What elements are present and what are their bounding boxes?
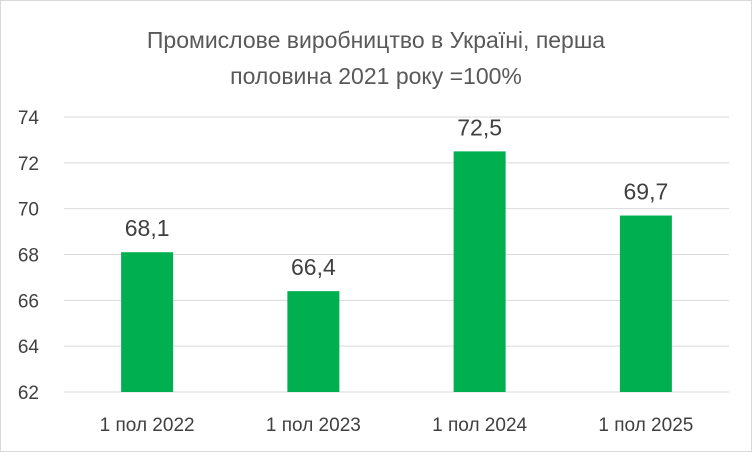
x-axis-categories: 1 пол 2022 1 пол 2023 1 пол 2024 1 пол 2025 xyxy=(100,415,694,436)
y-tick-label: 68 xyxy=(18,246,39,267)
y-tick-label: 74 xyxy=(18,108,40,129)
y-tick-label: 62 xyxy=(18,383,39,404)
chart-title-line-2: половина 2021 року =100% xyxy=(230,63,522,89)
x-category-label: 1 пол 2024 xyxy=(432,415,527,436)
x-category-label: 1 пол 2023 xyxy=(266,415,361,436)
data-label: 72,5 xyxy=(457,114,502,140)
y-tick-label: 64 xyxy=(18,337,40,358)
y-tick-label: 66 xyxy=(18,291,39,312)
y-tick-label: 70 xyxy=(18,200,39,221)
data-label: 66,4 xyxy=(291,254,336,280)
bar xyxy=(121,252,174,392)
y-tick-label: 72 xyxy=(18,154,39,175)
gridlines xyxy=(64,116,729,393)
chart-title-line-1: Промислове виробництво в Україні, перша xyxy=(147,27,605,53)
bar xyxy=(619,215,672,392)
data-labels: 68,1 66,4 72,5 69,7 xyxy=(125,114,669,280)
bar xyxy=(287,291,340,392)
y-axis-ticks: 62 64 66 68 70 72 74 xyxy=(18,108,40,404)
x-category-label: 1 пол 2025 xyxy=(598,415,693,436)
data-label: 69,7 xyxy=(623,179,668,205)
bars xyxy=(121,151,672,392)
x-category-label: 1 пол 2022 xyxy=(100,415,195,436)
bar xyxy=(453,151,506,392)
data-label: 68,1 xyxy=(125,215,170,241)
